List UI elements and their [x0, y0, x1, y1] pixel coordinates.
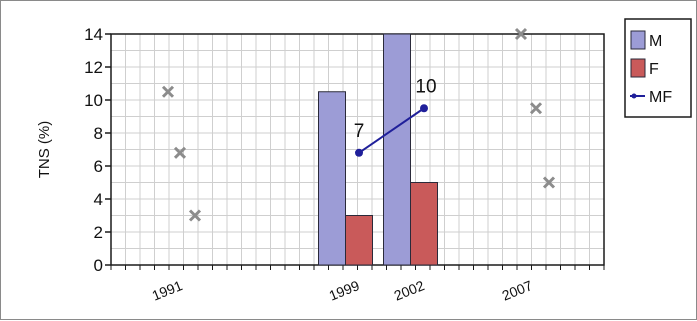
point-mf — [420, 104, 428, 113]
y-tick-label: 8 — [94, 124, 103, 143]
legend-swatch-m — [630, 30, 646, 50]
x-marker — [173, 146, 187, 159]
x-marker — [188, 209, 202, 222]
y-tick-label: 12 — [84, 58, 103, 77]
y-axis-label: TNS (%) — [36, 121, 53, 179]
bar-f-2002 — [410, 182, 438, 266]
line-mf — [358, 107, 425, 154]
x-tick-label: 1999 — [327, 277, 362, 304]
x-tick-label: 1991 — [150, 277, 185, 304]
y-tick-label: 0 — [94, 256, 103, 275]
x-tick-label: 2007 — [500, 277, 535, 304]
y-tick-label: 2 — [94, 223, 103, 242]
y-tick-label: 10 — [84, 91, 103, 110]
y-tick-label: 14 — [84, 25, 103, 44]
legend-label-mf: MF — [649, 89, 672, 106]
bar-f-1999 — [345, 215, 373, 266]
x-marker — [161, 85, 175, 98]
x-marker — [529, 102, 543, 115]
point-mf — [355, 148, 363, 157]
x-marker — [514, 27, 528, 41]
legend-swatch-point — [631, 93, 637, 99]
legend-swatch-f — [630, 58, 646, 78]
x-marker — [542, 176, 556, 189]
bar-m-2002 — [383, 33, 411, 266]
x-tick-label: 2002 — [392, 277, 427, 304]
legend-label-f: F — [649, 61, 659, 78]
y-tick-label: 6 — [94, 157, 103, 176]
data-label-mf: 10 — [415, 76, 436, 97]
legend-label-m: M — [649, 33, 662, 50]
data-label-mf: 7 — [354, 121, 365, 142]
y-tick-label: 4 — [94, 190, 103, 209]
bar-m-1999 — [318, 91, 346, 266]
